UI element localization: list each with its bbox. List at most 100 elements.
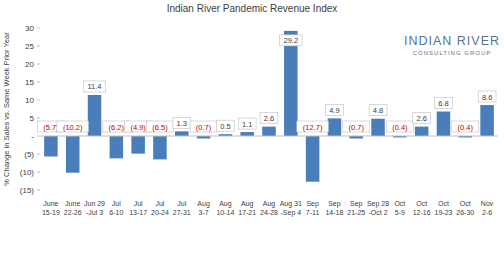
data-label-box [326,104,344,115]
x-tick-label-line: Oct [416,200,427,207]
x-tick-label-line: Sep [328,200,341,208]
x-tick-label: Oct 12-16 [413,200,431,216]
x-tick-label: June 22-26 [64,200,82,216]
x-tick-label: Sep 28-Oct 2 [367,200,389,216]
y-tick [37,46,40,47]
x-tick-label-line: Jul [155,200,164,207]
x-tick-label-line: 24-28 [260,209,278,216]
data-label: 1.3 [177,119,187,128]
data-label-box [146,121,173,132]
x-tick-label: Jul27-31 [173,200,191,216]
x-tick-label: Sep21-25 [347,200,365,216]
title: Indian River Pandemic Revenue Index [167,3,338,14]
y-tick [37,154,40,155]
data-label-box [260,113,278,124]
data-label-box [386,121,413,132]
y-tick-label: (15) [20,186,35,195]
data-label-box [173,117,191,128]
data-label: (6.2) [109,123,125,132]
x-tick-label-line: -Sep 4 [280,209,301,217]
y-tick-label: 5 [30,114,35,123]
y-tick [37,190,40,191]
data-label: (4.9) [130,123,146,132]
data-label-box [216,120,234,131]
chart: Indian River Pandemic Revenue Index INDIA… [0,0,504,263]
data-label: 0.5 [220,122,230,131]
x-tick-label: Aug24-28 [260,200,278,216]
data-label: (0.7) [349,123,365,132]
data-label-box [413,113,431,124]
data-label: (0.7) [196,123,212,132]
x-tick-label-line: Sep [306,200,319,208]
x-tick-label-line: -Oct 2 [369,209,388,216]
bar [328,118,342,136]
x-tick-label-line: Nov [481,200,494,207]
y-tick-label: - [31,132,34,141]
data-label: 2.6 [264,114,274,123]
y-tick-label: 25 [25,42,34,51]
bar [306,136,320,182]
x-tick-label-line: 6-10 [109,209,123,216]
data-label-box [280,35,302,46]
data-label: 6.8 [438,99,448,108]
x-tick-label-line: 20-24 [151,209,169,216]
x-tick-label: Jul 6-10 [109,200,123,216]
bar [415,127,429,136]
y-tick [37,28,40,29]
bar [240,132,254,136]
x-tick-label-line: 12-16 [413,209,431,216]
y-tick [37,64,40,65]
bar [480,105,494,136]
data-label-box [452,121,479,132]
data-label: 11.4 [88,82,102,91]
x-tick-label-line: Oct [438,200,449,207]
bar [153,136,167,159]
data-label: 8.6 [482,93,492,102]
x-tick-label: Jul13-17 [129,200,147,216]
x-tick-label-line: June [65,200,80,207]
x-tick-label-line: Jul [134,200,143,207]
x-tick-label-line: Aug 31 [280,200,302,208]
data-label: (0.4) [458,123,474,132]
y-tick [37,118,40,119]
x-tick-label-line: 22-26 [64,209,82,216]
data-label-box [238,118,256,129]
bar [371,119,385,136]
data-label-box [435,98,453,109]
data-label: 1.1 [242,120,252,129]
x-tick-label-line: Oct [460,200,471,207]
x-tick-label-line: Sep [350,200,363,208]
data-label: 29.2 [284,36,299,45]
x-tick-label-line: Jul [177,200,186,207]
y-tick-label: (5) [24,150,34,159]
bar [284,31,298,136]
data-label-box [369,105,387,116]
x-tick-label: Aug3-7 [197,200,210,216]
y-tick-label: 30 [25,24,34,33]
x-tick-label: Aug10-14 [216,200,234,216]
x-tick-label-line: 10-14 [216,209,234,216]
y-tick [37,136,40,137]
data-label: 4.9 [329,106,339,115]
x-tick-label: Sep7-11 [306,200,320,216]
bar [66,136,80,173]
y-tick-label: (10) [20,168,35,177]
bar [44,136,58,157]
x-tick-label-line: 26-30 [456,209,474,216]
x-tick-label-line: Sep 28 [367,200,389,208]
x-tick-label-line: Jun 29 [84,200,105,207]
bar [437,112,451,136]
x-tick-label: June15-19 [42,200,60,216]
x-tick-label: Aug 31-Sep 4 [280,200,302,217]
y-axis-label: % Change in Sales vs. Same Week Prior Ye… [2,32,11,186]
x-tick-label-line: Jul [112,200,121,207]
logo-name: INDIAN RIVER [404,34,500,48]
x-tick-label-line: June [43,200,58,207]
x-tick-label-line: 21-25 [347,209,365,216]
bar [131,136,145,154]
y-tick [37,172,40,173]
x-tick-label: Oct19-23 [435,200,453,216]
bar [262,127,276,136]
y-tick [37,82,40,83]
x-tick-label: Nov2-6 [481,200,494,216]
